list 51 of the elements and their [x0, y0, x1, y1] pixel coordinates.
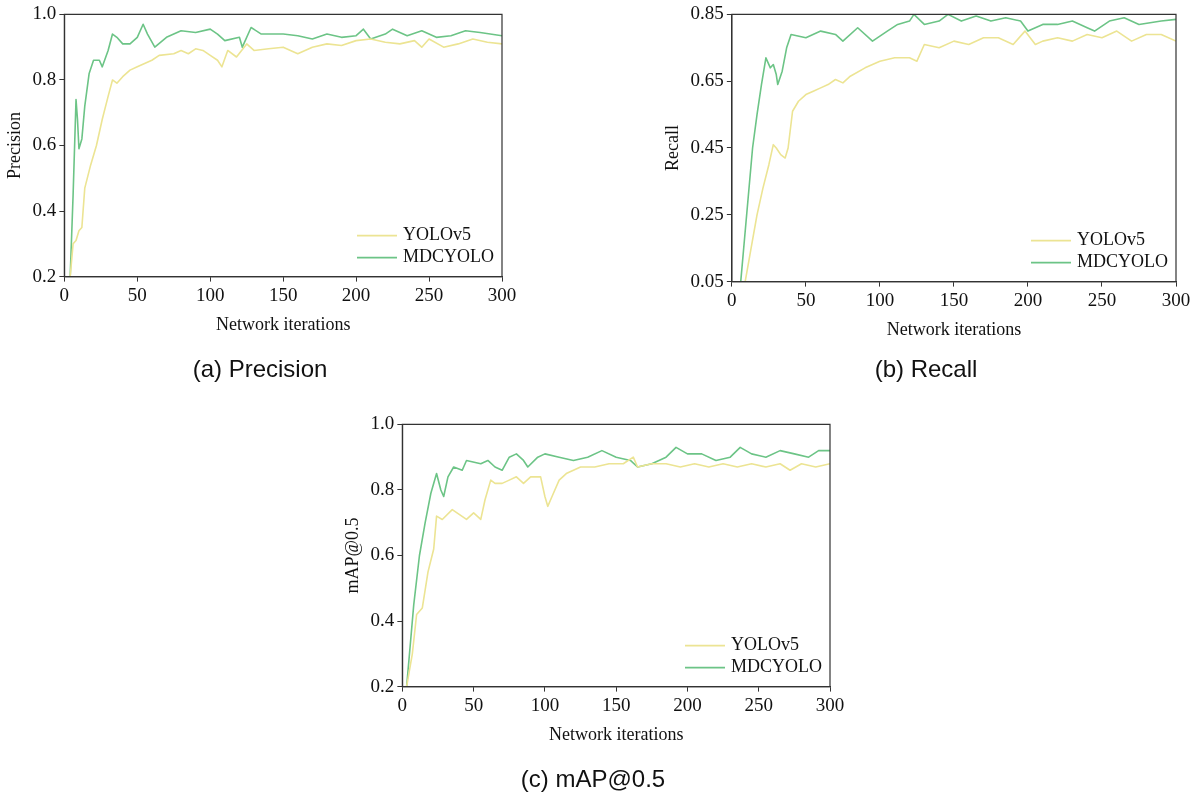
- legend-label: YOLOv5: [731, 634, 799, 655]
- y-tick-label: 0.6: [370, 543, 395, 565]
- legend-label: YOLOv5: [1077, 229, 1145, 250]
- legend-label: MDCYOLO: [403, 246, 495, 267]
- x-tick-label: 50: [464, 693, 484, 715]
- x-tick-label: 300: [815, 693, 845, 715]
- x-tick-label: 0: [59, 283, 70, 305]
- x-tick-label: 100: [195, 283, 225, 305]
- text: (b) Recall: [873, 355, 979, 383]
- y-tick-label: 0.6: [32, 133, 57, 155]
- y-tick-label: 0.85: [690, 2, 724, 24]
- y-tick-label: 0.8: [32, 67, 57, 89]
- x-tick-label: 250: [414, 283, 444, 305]
- x-tick-label: 200: [673, 693, 702, 715]
- y-tick-label: 1.0: [370, 412, 395, 434]
- x-tick-label: 150: [268, 283, 298, 305]
- x-tick-label: 0: [727, 288, 737, 310]
- x-tick-label: 150: [939, 288, 969, 310]
- y-tick-label: 0.2: [32, 264, 57, 286]
- x-tick-label: 250: [744, 693, 773, 715]
- y-axis-title: Precision: [3, 112, 24, 179]
- y-tick-label: 0.8: [370, 477, 395, 499]
- x-tick-label: 150: [601, 693, 631, 715]
- y-axis-title: mAP@0.5: [341, 517, 362, 594]
- y-tick-label: 0.25: [690, 202, 724, 224]
- x-tick-label: 300: [487, 283, 517, 305]
- y-tick-label: 0.05: [690, 269, 724, 291]
- x-tick-label: 200: [341, 283, 371, 305]
- x-tick-label: 100: [530, 693, 560, 715]
- x-tick-label: 300: [1161, 288, 1191, 310]
- legend-label: YOLOv5: [403, 224, 471, 245]
- x-tick-label: 250: [1087, 288, 1117, 310]
- y-tick-label: 0.65: [690, 69, 724, 91]
- x-tick-label: 100: [865, 288, 895, 310]
- y-tick-label: 0.4: [370, 609, 395, 631]
- y-tick-label: 0.45: [690, 135, 724, 157]
- x-tick-label: 0: [397, 693, 408, 715]
- text: (c) mAP@0.5: [519, 765, 667, 793]
- y-axis-title: Recall: [661, 125, 682, 171]
- legend-label: MDCYOLO: [1077, 251, 1169, 272]
- x-axis-title: Network iterations: [886, 318, 1022, 339]
- y-tick-label: 1.0: [32, 2, 57, 24]
- y-tick-label: 0.2: [370, 674, 395, 696]
- x-tick-label: 50: [127, 283, 147, 305]
- x-axis-title: Network iterations: [548, 723, 684, 744]
- x-tick-label: 200: [1013, 288, 1043, 310]
- legend-label: MDCYOLO: [731, 656, 823, 677]
- text: (a) Precision: [191, 355, 329, 383]
- x-axis-title: Network iterations: [215, 313, 351, 334]
- y-tick-label: 0.4: [32, 199, 57, 221]
- x-tick-label: 50: [796, 288, 816, 310]
